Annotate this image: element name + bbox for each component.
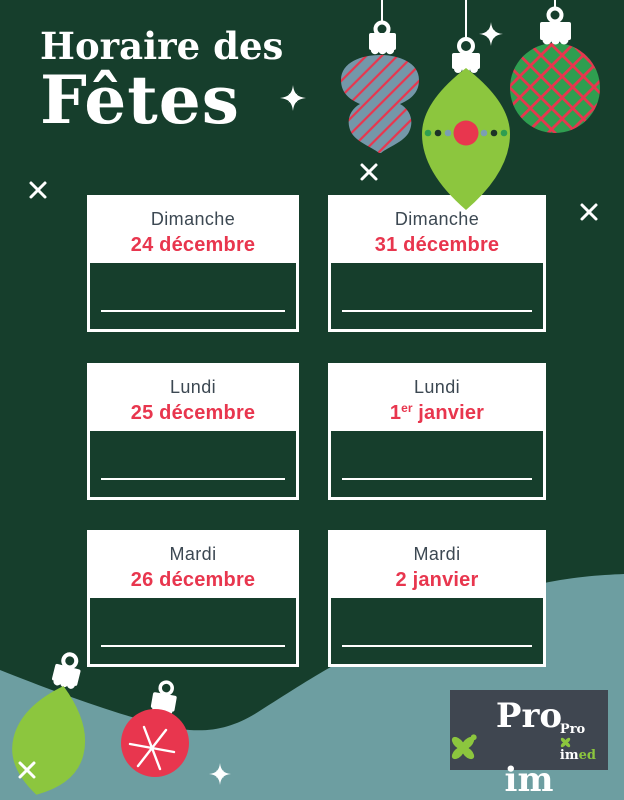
ornament-cap <box>540 22 571 45</box>
hours-blank-line <box>342 478 532 480</box>
title-line-2: Fêtes <box>40 60 240 139</box>
page-title: Horaire des Fêtes <box>40 24 284 139</box>
ornament-cap <box>452 53 480 73</box>
schedule-card-dec-26: Mardi 26 décembre <box>87 530 299 667</box>
ornament-loop <box>457 37 475 55</box>
hours-blank-line <box>342 310 532 312</box>
schedule-card-jan-2: Mardi 2 janvier <box>328 530 546 667</box>
hours-slot <box>331 598 543 664</box>
ornament-body <box>422 68 510 210</box>
hours-blank-line <box>101 478 285 480</box>
card-date-label: 24 décembre <box>130 234 256 256</box>
card-date-label: 25 décembre <box>130 402 256 424</box>
ornament-body <box>121 709 189 777</box>
hours-blank-line <box>101 645 285 647</box>
hours-slot <box>90 263 296 329</box>
dotted-marquise-ornament-icon <box>422 37 510 210</box>
teardrop-ornament-icon <box>12 652 86 795</box>
ornament-loop <box>61 652 79 670</box>
ornament-dots <box>424 120 508 146</box>
schedule-card-dec-25: Lundi 25 décembre <box>87 363 299 500</box>
card-day-label: Mardi <box>413 544 461 564</box>
card-day-label: Dimanche <box>394 209 480 229</box>
card-date-label: 1er janvier <box>389 401 485 424</box>
hours-blank-line <box>342 645 532 647</box>
hours-slot <box>90 598 296 664</box>
schedule-card-dec-31: Dimanche 31 décembre <box>328 195 546 332</box>
card-day-label: Mardi <box>169 544 217 564</box>
ornament-loop <box>546 6 564 24</box>
ornament-body <box>12 686 86 795</box>
ornament-body <box>510 43 600 133</box>
card-date-label: 2 janvier <box>395 569 479 591</box>
schedule-card-jan-1: Lundi 1er janvier <box>328 363 546 500</box>
hours-slot <box>331 263 543 329</box>
card-day-label: Lundi <box>413 377 461 397</box>
card-day-label: Dimanche <box>150 209 236 229</box>
ornament-body <box>341 55 419 153</box>
proxim-leaf-x-icon <box>451 734 477 760</box>
card-date-label: 31 décembre <box>374 234 500 256</box>
proxim-logo-box: Pro im Pro imed <box>450 690 608 799</box>
ornament-cap <box>369 33 396 55</box>
hours-blank-line <box>101 310 285 312</box>
snowflake-icon <box>128 725 176 771</box>
proximed-wordmark: Pro imed <box>559 722 596 763</box>
hours-slot <box>331 431 543 497</box>
ornament-loop <box>373 20 391 38</box>
ornament-loop <box>158 680 174 696</box>
striped-finial-ornament-icon <box>341 20 419 153</box>
ornament-cap <box>150 692 177 715</box>
snowflake-ball-ornament-icon <box>121 680 189 777</box>
schedule-card-dec-24: Dimanche 24 décembre <box>87 195 299 332</box>
ornament-cap <box>52 663 81 689</box>
card-day-label: Lundi <box>169 377 217 397</box>
proximed-leaf-x-icon <box>560 737 571 748</box>
lattice-ball-ornament-icon <box>510 6 600 133</box>
card-date-label: 26 décembre <box>130 569 256 591</box>
ornament-strings <box>381 0 556 41</box>
hours-slot <box>90 431 296 497</box>
title-line-1: Horaire des <box>40 24 284 68</box>
